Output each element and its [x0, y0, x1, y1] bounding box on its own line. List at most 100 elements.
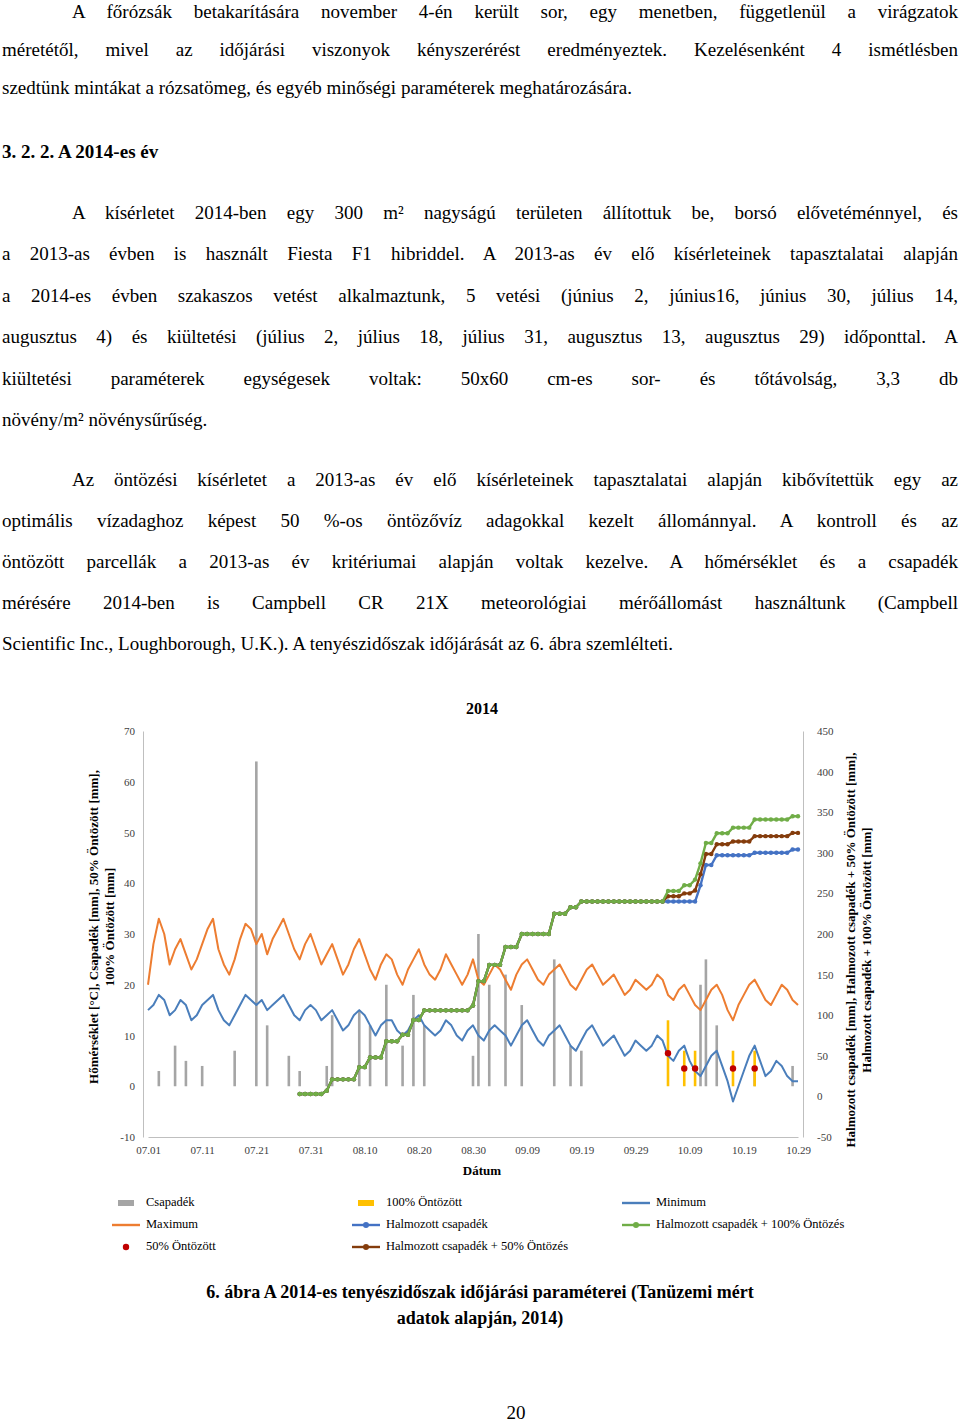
marker	[346, 1077, 350, 1081]
bar	[596, 1086, 599, 1087]
x-axis-tick-label: 07.11	[190, 1144, 214, 1156]
marker	[400, 1032, 404, 1036]
bar	[531, 1086, 534, 1087]
bar	[564, 1086, 567, 1087]
marker	[563, 912, 567, 916]
marker	[585, 899, 589, 903]
bar	[418, 1086, 421, 1087]
marker	[698, 883, 702, 887]
marker	[422, 1008, 426, 1012]
bar	[602, 1086, 605, 1087]
x-axis-tick-label: 09.09	[515, 1144, 540, 1156]
marker	[395, 1039, 399, 1043]
bar	[510, 1086, 513, 1087]
y2-axis-tick: -50	[803, 1131, 832, 1143]
marker	[563, 912, 567, 916]
marker	[330, 1077, 334, 1081]
marker	[655, 899, 659, 903]
marker	[444, 1008, 448, 1012]
marker	[541, 932, 545, 936]
marker	[303, 1092, 307, 1096]
marker	[433, 1008, 437, 1012]
marker	[297, 1092, 301, 1096]
marker	[319, 1092, 323, 1096]
marker	[422, 1008, 426, 1012]
marker	[742, 839, 746, 843]
marker	[628, 899, 632, 903]
marker	[644, 899, 648, 903]
y2-axis-tick-label: 350	[817, 806, 834, 818]
marker	[438, 1008, 442, 1012]
x-axis-tick-label: 08.30	[461, 1144, 486, 1156]
bar	[477, 934, 480, 1086]
marker	[671, 894, 675, 898]
marker	[731, 825, 735, 829]
series-line	[297, 814, 800, 1096]
bar	[277, 1086, 280, 1087]
bar	[369, 1025, 372, 1086]
bar	[374, 1086, 377, 1087]
marker	[568, 905, 572, 909]
bar	[212, 1086, 215, 1087]
bar	[775, 1086, 778, 1087]
bar	[174, 1046, 177, 1087]
y-axis-tick: 10	[124, 1030, 143, 1042]
marker	[476, 979, 480, 983]
marker	[725, 842, 729, 846]
bar	[493, 1086, 496, 1087]
point	[730, 1065, 736, 1071]
x-axis-tick: 09.09	[515, 1137, 540, 1156]
bar	[434, 1086, 437, 1087]
marker	[590, 899, 594, 903]
x-axis-tick-label: 07.21	[244, 1144, 269, 1156]
marker	[617, 899, 621, 903]
y2-axis-tick-label: 100	[817, 1009, 834, 1021]
marker	[650, 899, 654, 903]
heading: 3. 2. 2. A 2014-es év	[2, 140, 158, 164]
line	[300, 816, 798, 1094]
x-axis-tick: 07.31	[299, 1137, 324, 1156]
marker	[433, 1008, 437, 1012]
marker	[373, 1055, 377, 1059]
marker	[633, 899, 637, 903]
bar	[260, 1086, 263, 1087]
marker	[752, 851, 756, 855]
marker	[671, 889, 675, 893]
x-axis-tick: 08.30	[461, 1137, 486, 1156]
bar	[407, 1086, 410, 1087]
marker	[639, 899, 643, 903]
marker	[612, 899, 616, 903]
bar	[520, 1005, 523, 1086]
marker	[547, 932, 551, 936]
marker	[763, 834, 767, 838]
marker	[427, 1008, 431, 1012]
marker	[427, 1008, 431, 1012]
series-bar	[158, 761, 794, 1086]
bar	[168, 1086, 171, 1087]
marker	[514, 945, 518, 949]
bar	[634, 1086, 637, 1087]
x-axis-tick-label: 09.19	[569, 1144, 594, 1156]
marker	[487, 963, 491, 967]
line	[300, 850, 798, 1094]
legend-symbol	[622, 1202, 650, 1204]
marker	[427, 1008, 431, 1012]
bar	[185, 1061, 188, 1086]
bar	[401, 1046, 404, 1087]
marker	[731, 853, 735, 857]
marker	[352, 1077, 356, 1081]
bar	[472, 1056, 475, 1086]
y-axis-title: 100% Öntözött [mm]	[102, 868, 117, 986]
bar	[542, 1086, 545, 1087]
bar	[515, 1086, 518, 1087]
bar	[309, 1086, 312, 1087]
marker	[655, 899, 659, 903]
marker	[774, 851, 778, 855]
y2-axis-tick-label: 50	[817, 1050, 829, 1062]
marker	[780, 851, 784, 855]
marker	[601, 899, 605, 903]
y-axis-tick: 30	[124, 928, 143, 940]
marker	[525, 932, 529, 936]
legend-symbol	[118, 1200, 134, 1206]
marker	[579, 899, 583, 903]
